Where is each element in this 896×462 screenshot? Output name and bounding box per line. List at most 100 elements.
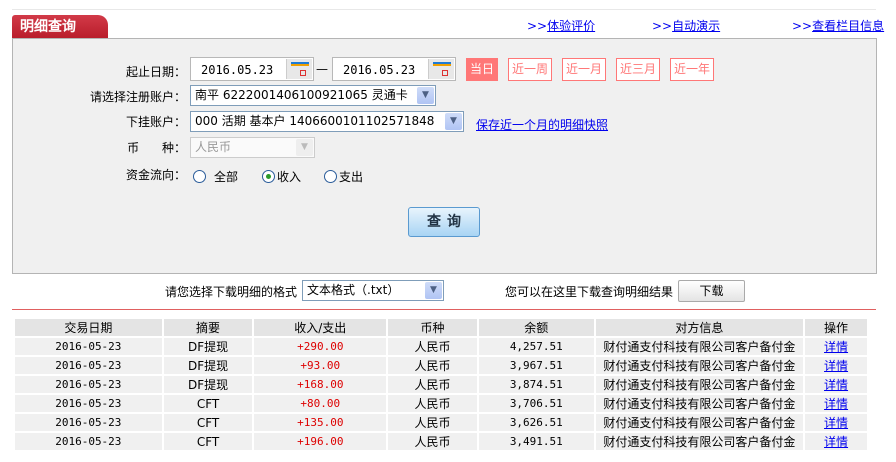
- summary-cell: CFT: [161, 393, 255, 414]
- balance-cell: 3,491.51: [476, 431, 596, 452]
- range-year-button[interactable]: 近一年: [670, 58, 714, 81]
- column-header: 交易日期: [13, 317, 164, 338]
- action-cell: 详情: [803, 336, 869, 357]
- date-cell: 2016-05-23: [13, 412, 164, 433]
- amount-cell: +93.00: [252, 355, 389, 376]
- account-label: 请选择注册账户：: [89, 90, 186, 104]
- action-cell: 详情: [803, 374, 869, 395]
- query-button[interactable]: 查询: [408, 207, 480, 237]
- radio-icon[interactable]: [193, 170, 206, 183]
- date-cell: 2016-05-23: [13, 393, 164, 414]
- details-link[interactable]: 详情: [824, 416, 849, 430]
- amount-cell: +168.00: [252, 374, 389, 395]
- currency-cell: 人民币: [386, 393, 479, 414]
- action-cell: 详情: [803, 393, 869, 414]
- balance-cell: 3,967.51: [476, 355, 596, 376]
- table-row: 2016-05-23 DF提现 +290.00 人民币 4,257.51 财付通支付科技有…: [13, 336, 869, 357]
- action-cell: 详情: [803, 431, 869, 452]
- download-format-select[interactable]: 文本格式（.txt） ▼: [302, 280, 444, 301]
- column-header: 余额: [476, 317, 596, 338]
- chevron-down-icon: ▼: [417, 87, 434, 104]
- top-divider: [12, 9, 876, 10]
- link-column-info[interactable]: >>查看栏目信息: [792, 19, 885, 33]
- summary-cell: DF提现: [161, 336, 255, 357]
- save-snapshot-link[interactable]: 保存近一个月的明细快照: [476, 118, 609, 132]
- date-label: 起止日期：: [125, 65, 186, 79]
- column-header: 对方信息: [593, 317, 806, 338]
- details-link[interactable]: 详情: [824, 340, 849, 354]
- column-header: 操作: [803, 317, 869, 338]
- flow-radio-expense[interactable]: 支出: [324, 168, 363, 185]
- summary-cell: CFT: [161, 431, 255, 452]
- currency-cell: 人民币: [386, 412, 479, 433]
- download-button[interactable]: 下载: [678, 280, 745, 302]
- chevron-down-icon: ▼: [425, 282, 442, 299]
- table-row: 2016-05-23 CFT +135.00 人民币 3,626.51 财付通支付科技有限…: [13, 412, 869, 433]
- amount-cell: +80.00: [252, 393, 389, 414]
- balance-cell: 3,874.51: [476, 374, 596, 395]
- action-cell: 详情: [803, 355, 869, 376]
- counterparty-cell: 财付通支付科技有限公司客户备付金: [593, 374, 806, 395]
- counterparty-cell: 财付通支付科技有限公司客户备付金: [593, 355, 806, 376]
- balance-cell: 3,626.51: [476, 412, 596, 433]
- counterparty-cell: 财付通支付科技有限公司客户备付金: [593, 393, 806, 414]
- transaction-table: 交易日期 摘要 收入/支出 币种 余额 对方信息 操作 2016-05-23 DF提现 +290…: [13, 317, 869, 452]
- download-hint: 您可以在这里下载查询明细结果: [505, 285, 674, 299]
- table-row: 2016-05-23 DF提现 +93.00 人民币 3,967.51 财付通支付科技有限…: [13, 355, 869, 376]
- link-feedback[interactable]: >>体验评价: [527, 19, 596, 33]
- summary-cell: DF提现: [161, 355, 255, 376]
- calendar-icon[interactable]: [428, 59, 454, 79]
- red-divider: [12, 309, 876, 310]
- range-3month-button[interactable]: 近三月: [616, 58, 660, 81]
- amount-cell: +196.00: [252, 431, 389, 452]
- date-cell: 2016-05-23: [13, 374, 164, 395]
- summary-cell: CFT: [161, 412, 255, 433]
- currency-select: 人民币 ▼: [190, 137, 315, 158]
- subaccount-select[interactable]: 000 活期 基本户 1406600101102571848 ▼: [190, 111, 464, 132]
- date-cell: 2016-05-23: [13, 336, 164, 357]
- table-row: 2016-05-23 DF提现 +168.00 人民币 3,874.51 财付通支付科技有…: [13, 374, 869, 395]
- radio-checked-icon[interactable]: [262, 170, 275, 183]
- end-date-input[interactable]: 2016.05.23: [332, 57, 456, 81]
- currency-label: 币 种：: [127, 141, 186, 155]
- table-row: 2016-05-23 CFT +196.00 人民币 3,491.51 财付通支付科技有限…: [13, 431, 869, 452]
- flow-radio-income[interactable]: 收入: [262, 168, 301, 185]
- calendar-icon[interactable]: [286, 59, 312, 79]
- counterparty-cell: 财付通支付科技有限公司客户备付金: [593, 431, 806, 452]
- flow-label: 资金流向：: [125, 168, 186, 182]
- details-link[interactable]: 详情: [824, 397, 849, 411]
- chevron-down-icon: ▼: [296, 139, 313, 156]
- amount-cell: +135.00: [252, 412, 389, 433]
- start-date-input[interactable]: 2016.05.23: [190, 57, 314, 81]
- counterparty-cell: 财付通支付科技有限公司客户备付金: [593, 412, 806, 433]
- chevron-down-icon: ▼: [445, 113, 462, 130]
- details-link[interactable]: 详情: [824, 359, 849, 373]
- link-auto-demo[interactable]: >>自动演示: [652, 19, 721, 33]
- account-select[interactable]: 南平 6222001406100921065 灵通卡 ▼: [190, 85, 436, 106]
- column-header: 收入/支出: [252, 317, 389, 338]
- details-link[interactable]: 详情: [824, 378, 849, 392]
- radio-icon[interactable]: [324, 170, 337, 183]
- balance-cell: 4,257.51: [476, 336, 596, 357]
- action-cell: 详情: [803, 412, 869, 433]
- currency-cell: 人民币: [386, 374, 479, 395]
- column-header: 摘要: [161, 317, 255, 338]
- range-today-button[interactable]: 当日: [466, 58, 498, 81]
- download-format-label: 请您选择下载明细的格式: [165, 285, 298, 299]
- subaccount-label: 下挂账户：: [125, 115, 186, 129]
- table-header-row: 交易日期 摘要 收入/支出 币种 余额 对方信息 操作: [13, 317, 869, 338]
- currency-cell: 人民币: [386, 336, 479, 357]
- flow-radio-all[interactable]: 全部: [193, 168, 238, 185]
- currency-cell: 人民币: [386, 355, 479, 376]
- table-row: 2016-05-23 CFT +80.00 人民币 3,706.51 财付通支付科技有限公…: [13, 393, 869, 414]
- details-link[interactable]: 详情: [824, 435, 849, 449]
- column-header: 币种: [386, 317, 479, 338]
- balance-cell: 3,706.51: [476, 393, 596, 414]
- date-cell: 2016-05-23: [13, 431, 164, 452]
- currency-cell: 人民币: [386, 431, 479, 452]
- amount-cell: +290.00: [252, 336, 389, 357]
- range-week-button[interactable]: 近一周: [508, 58, 552, 81]
- range-month-button[interactable]: 近一月: [562, 58, 606, 81]
- date-cell: 2016-05-23: [13, 355, 164, 376]
- summary-cell: DF提现: [161, 374, 255, 395]
